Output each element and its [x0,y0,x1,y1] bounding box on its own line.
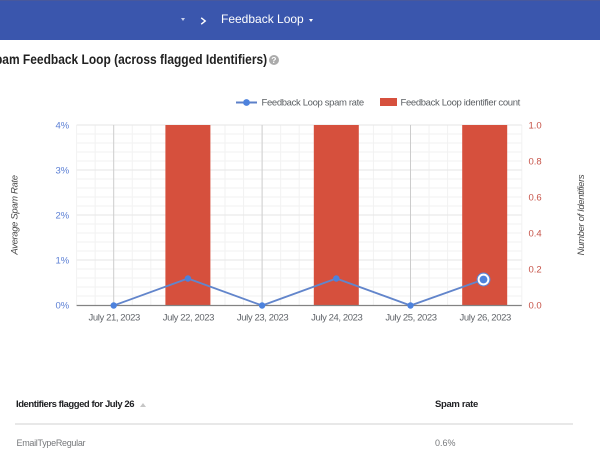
svg-text:2%: 2% [55,211,69,222]
svg-text:Feedback Loop identifier count: Feedback Loop identifier count [401,98,521,109]
svg-text:0.4: 0.4 [529,229,542,240]
svg-text:1.0: 1.0 [529,121,542,132]
svg-text:3%: 3% [55,166,69,177]
svg-text:0.8: 0.8 [529,157,542,168]
svg-text:July 22, 2023: July 22, 2023 [163,312,214,323]
svg-text:July 25, 2023: July 25, 2023 [385,312,436,323]
svg-text:Number of Identifiers: Number of Identifiers [576,174,587,255]
svg-text:1%: 1% [55,256,69,267]
svg-text:0.2: 0.2 [529,265,542,276]
svg-text:Feedback Loop spam rate: Feedback Loop spam rate [262,98,364,109]
svg-text:July 23, 2023: July 23, 2023 [237,312,288,323]
svg-text:Average Spam Rate: Average Spam Rate [10,175,21,255]
svg-text:0.6: 0.6 [529,193,542,204]
svg-text:0.0: 0.0 [529,301,542,312]
svg-text:July 24, 2023: July 24, 2023 [311,312,362,323]
svg-text:0%: 0% [55,301,69,312]
svg-text:July 26, 2023: July 26, 2023 [460,312,511,323]
svg-text:4%: 4% [55,121,69,132]
svg-text:July 21, 2023: July 21, 2023 [89,312,140,323]
